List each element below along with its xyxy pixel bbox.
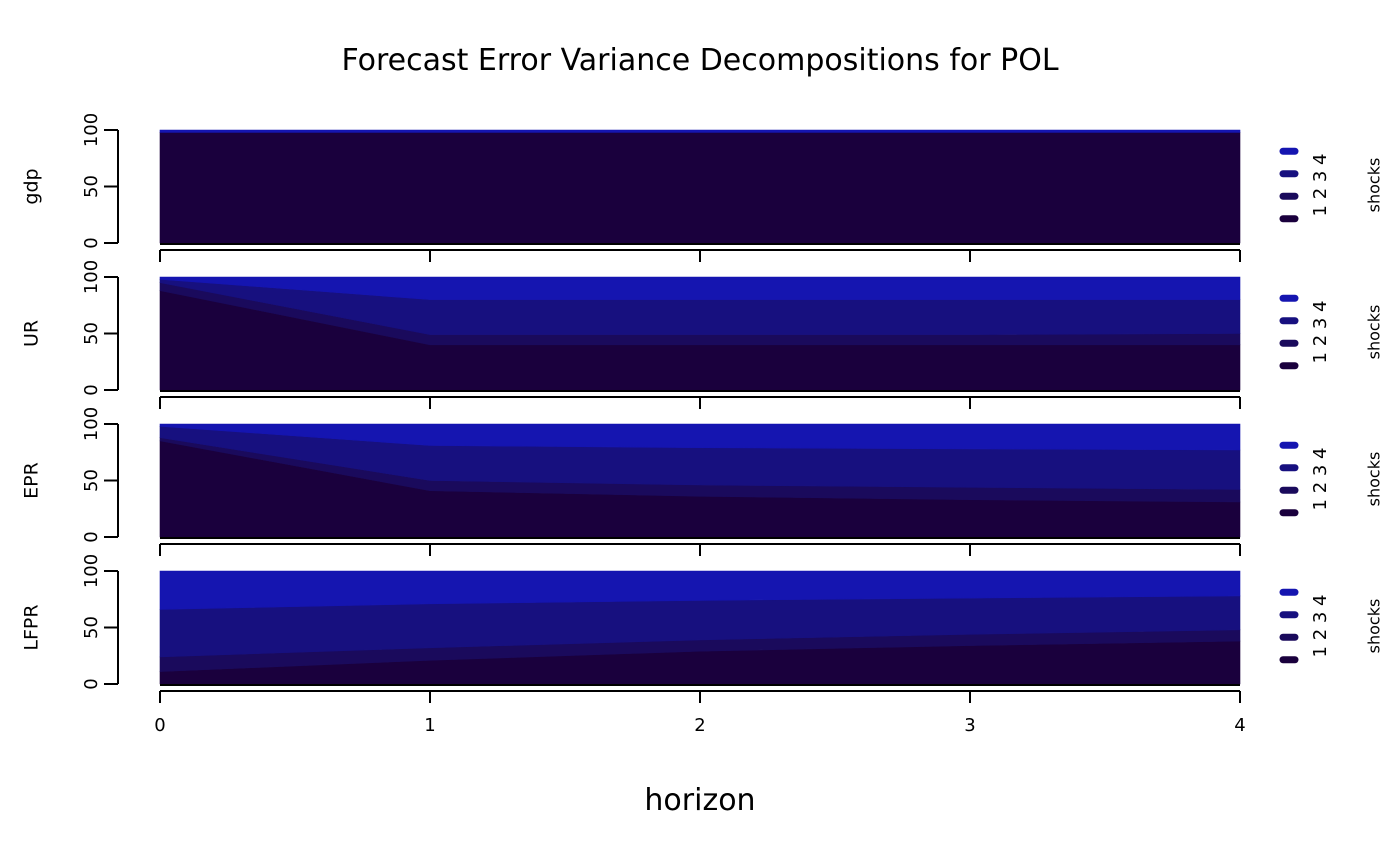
chart-title: Forecast Error Variance Decompositions f… <box>341 43 1058 78</box>
legend-gdp: 1 2 3 4 shocks <box>1279 147 1384 223</box>
legend-title: shocks <box>1365 599 1384 654</box>
y-tick-label: 100 <box>81 260 102 294</box>
x-axis-title: horizon <box>644 783 755 818</box>
y-tick-label: 50 <box>81 616 102 639</box>
panel-ur: 0 50 100 UR 1 2 3 4 shocks <box>21 260 1384 409</box>
x-tick-label: 3 <box>964 715 975 736</box>
legend-title: shocks <box>1365 158 1384 213</box>
y-tick-label: 50 <box>81 469 102 492</box>
legend-title: shocks <box>1365 452 1384 507</box>
legend-labels: 1 2 3 4 <box>1310 595 1331 658</box>
area-gdp-shock-4 <box>159 129 1241 133</box>
x-tick-label: 0 <box>154 715 165 736</box>
x-tick-label: 4 <box>1234 715 1245 736</box>
area-epr-shock-4 <box>159 423 1241 451</box>
x-tick-label: 2 <box>694 715 705 736</box>
panel-label: UR <box>21 320 43 347</box>
x-tick-label: 1 <box>424 715 435 736</box>
legend-labels: 1 2 3 4 <box>1310 448 1331 511</box>
panel-label: gdp <box>21 168 43 204</box>
area-gdp-shock-1 <box>159 132 1241 244</box>
y-tick-label: 0 <box>81 531 102 542</box>
area-lfpr-shock-4 <box>159 570 1241 610</box>
y-tick-label: 100 <box>81 113 102 147</box>
legend-ur: 1 2 3 4 shocks <box>1279 294 1384 370</box>
y-tick-label: 0 <box>81 384 102 395</box>
y-tick-label: 100 <box>81 554 102 588</box>
y-tick-label: 0 <box>81 678 102 689</box>
legend-labels: 1 2 3 4 <box>1310 301 1331 364</box>
legend-epr: 1 2 3 4 shocks <box>1279 441 1384 517</box>
panel-label: LFPR <box>21 604 43 650</box>
y-tick-label: 50 <box>81 322 102 345</box>
legend-title: shocks <box>1365 305 1384 360</box>
y-tick-label: 100 <box>81 407 102 441</box>
area-ur-shock-4 <box>159 276 1241 300</box>
y-tick-label: 0 <box>81 237 102 248</box>
y-tick-label: 50 <box>81 175 102 198</box>
panel-epr: 0 50 100 EPR 1 2 3 4 shocks <box>21 407 1384 556</box>
panel-label: EPR <box>21 462 43 499</box>
legend-lfpr: 1 2 3 4 shocks <box>1279 588 1384 664</box>
panel-gdp: 0 50 100 gdp 1 2 3 4 shocks <box>21 113 1384 262</box>
panel-lfpr: 0 50 100 LFPR 1 2 3 4 shocks <box>21 554 1384 703</box>
legend-labels: 1 2 3 4 <box>1310 154 1331 217</box>
